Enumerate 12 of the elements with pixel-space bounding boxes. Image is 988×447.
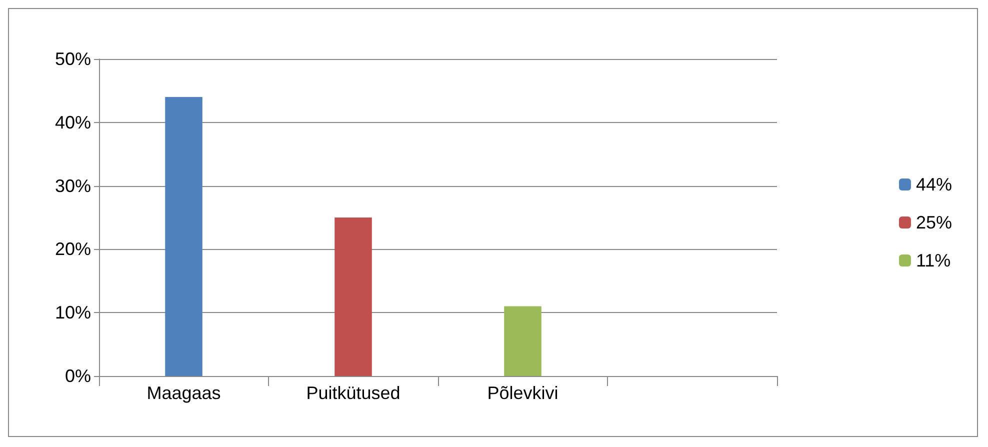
y-tick-label: 0% xyxy=(64,366,91,386)
y-tick-label: 20% xyxy=(54,239,91,260)
y-tick-label: 10% xyxy=(54,302,91,323)
legend-label: 44% xyxy=(916,174,952,194)
y-tick-label: 50% xyxy=(54,49,91,69)
y-tick-label: 30% xyxy=(54,176,91,196)
legend-label: 11% xyxy=(916,250,951,270)
legend-label: 25% xyxy=(916,212,952,232)
x-tick-label: Maagaas xyxy=(146,383,221,403)
x-tick-label: Põlevkivi xyxy=(487,383,558,403)
y-tick-label: 40% xyxy=(54,112,91,132)
x-tick-label: Puitkütused xyxy=(306,383,400,403)
